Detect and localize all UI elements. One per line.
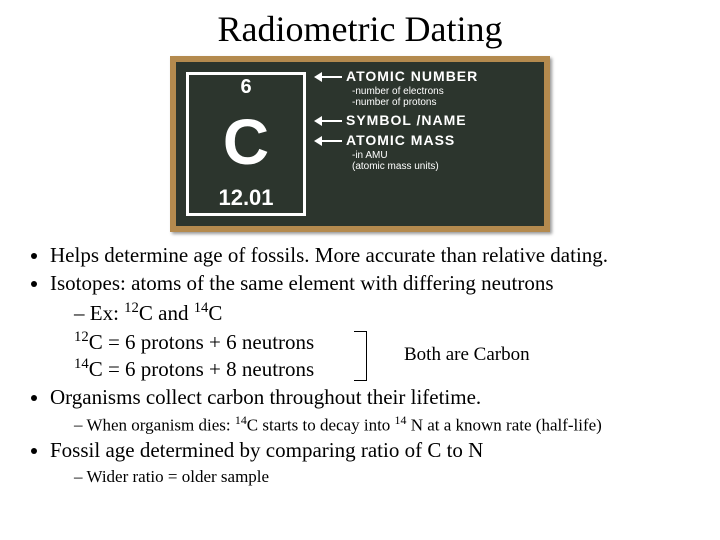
bullet-text: Fossil age determined by comparing ratio… (50, 438, 483, 462)
sub-list: Wider ratio = older sample (74, 466, 700, 487)
text: C = 6 protons + 6 neutrons (89, 330, 315, 354)
label-atomic-number: ATOMIC NUMBER (346, 68, 478, 84)
sub-list: When organism dies: 14C starts to decay … (74, 413, 700, 436)
text: C (139, 301, 153, 325)
label-symbol: SYMBOL /NAME (346, 112, 467, 128)
chalkboard-figure: 6 C 12.01 ATOMIC NUMBER -number of elect… (170, 56, 550, 232)
isotope-block: 12C = 6 protons + 6 neutrons 14C = 6 pro… (74, 328, 700, 383)
sub-bullet: When organism dies: 14C starts to decay … (74, 413, 700, 436)
sub-bullet: Wider ratio = older sample (74, 466, 700, 487)
text: Ex: (90, 301, 124, 325)
chalkboard: 6 C 12.01 ATOMIC NUMBER -number of elect… (170, 56, 550, 232)
page-title: Radiometric Dating (20, 8, 700, 50)
bullet-list: Helps determine age of fossils. More acc… (30, 242, 700, 487)
bullet: Organisms collect carbon throughout thei… (50, 384, 700, 435)
sub-list: Ex: 12C and 14C (74, 299, 700, 326)
bullet-text: Organisms collect carbon throughout thei… (50, 385, 481, 409)
isotope-row: 14C = 6 protons + 8 neutrons (74, 355, 700, 382)
arrow-icon (316, 140, 342, 142)
bracket-icon (354, 331, 367, 381)
bullet-text: Isotopes: atoms of the same element with… (50, 271, 554, 295)
atomic-number: 6 (189, 77, 303, 97)
text: When organism dies: (86, 415, 234, 434)
text: C (208, 301, 222, 325)
label-atomic-mass: ATOMIC MASS (346, 132, 455, 148)
atomic-mass: 12.01 (189, 187, 303, 209)
sub-bullet: Ex: 12C and 14C (74, 299, 700, 326)
isotope-row: 12C = 6 protons + 6 neutrons (74, 328, 700, 355)
label-an-sub2: -number of protons (352, 97, 538, 108)
slide: Radiometric Dating 6 C 12.01 ATOMIC NUMB… (0, 0, 720, 540)
bullet: Helps determine age of fossils. More acc… (50, 242, 700, 268)
arrow-icon (316, 76, 342, 78)
chalkboard-labels: ATOMIC NUMBER -number of electrons -numb… (312, 62, 544, 226)
element-tile: 6 C 12.01 (186, 72, 306, 216)
text: C = 6 protons + 8 neutrons (89, 357, 315, 381)
bullet: Fossil age determined by comparing ratio… (50, 437, 700, 487)
annotation: Both are Carbon (404, 343, 530, 367)
text: C starts to decay into (247, 415, 395, 434)
arrow-icon (316, 120, 342, 122)
element-symbol: C (189, 115, 303, 169)
label-an-sub1: -number of electrons (352, 86, 538, 97)
text: and (153, 301, 194, 325)
label-am-sub1: -in AMU (352, 150, 538, 161)
bullet: Isotopes: atoms of the same element with… (50, 270, 700, 382)
label-am-sub2: (atomic mass units) (352, 161, 538, 172)
text: N at a known rate (half-life) (406, 415, 601, 434)
